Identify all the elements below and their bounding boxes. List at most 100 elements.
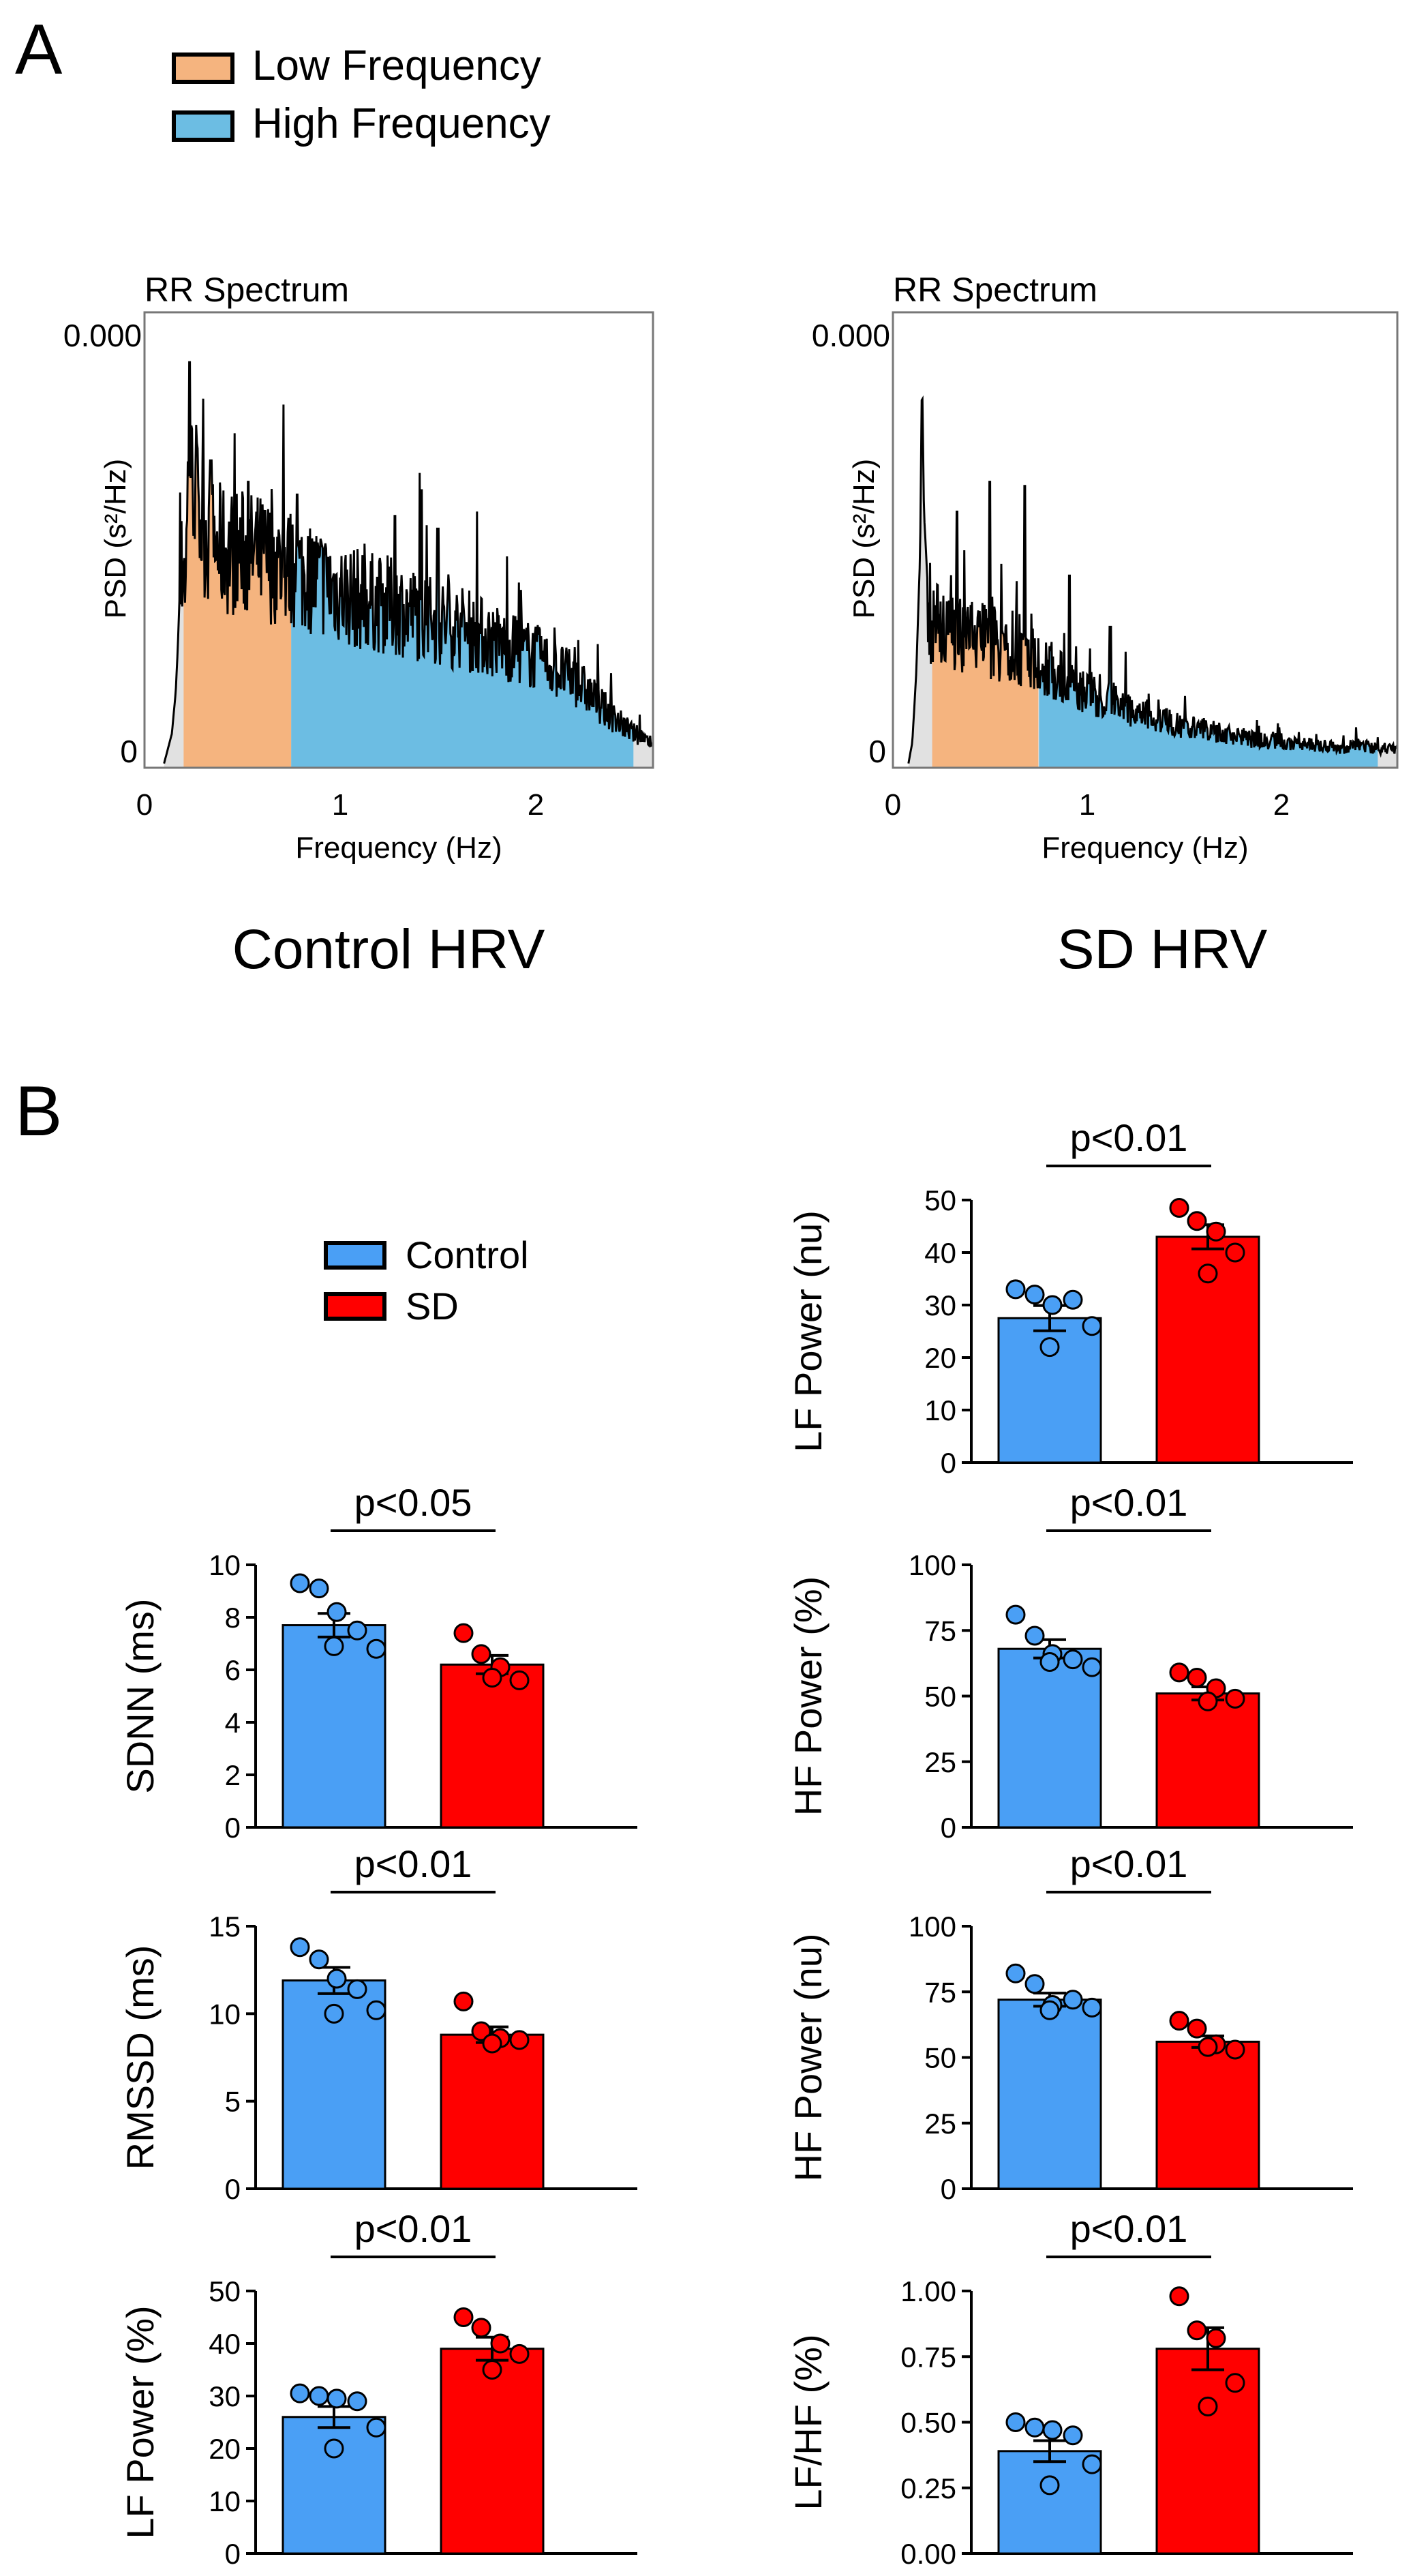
p-value-label: p<0.01 [1070,1116,1188,1159]
y-tick-label: 6 [225,1654,241,1686]
y-tick-label: 10 [209,1998,241,2030]
plot-frame [892,311,1399,769]
bar-control [282,2416,386,2555]
bar-chart-sdnn: 0 2 4 6 8 10 SDNN (ms) p<0.05 [119,1481,637,1844]
legend-label-hf: High Frequency [252,100,551,147]
bar-chart-lf-power-nu: 0 10 20 30 40 50 LF Power (nu) p<0.01 [787,1116,1353,1479]
data-point-control [1024,2417,1045,2438]
data-point-control [1024,1974,1045,1994]
y-tick-label: 30 [209,2380,241,2412]
data-point-control [1039,2475,1060,2496]
data-point-control [326,2388,347,2409]
data-point-sd [1169,1198,1189,1218]
panel-b-label: B [15,1072,62,1151]
y-tick-label: 100 [909,1549,956,1581]
lf-band-fill [932,481,1039,768]
data-point-sd [509,2343,530,2364]
data-point-control [326,1602,347,1622]
data-point-control [366,2417,386,2438]
data-point-sd [1169,1662,1189,1683]
data-point-control [366,2000,386,2020]
x-axis-label: Frequency (Hz) [1042,831,1248,865]
legend-label-lf: Low Frequency [252,42,541,89]
data-point-sd [1225,1688,1245,1709]
bar-sd [440,2033,545,2190]
y-tick-zero: 0 [120,734,138,769]
data-point-control [1005,1604,1026,1625]
y-tick-label: 0.25 [900,2472,956,2504]
x-tick-2: 2 [1273,788,1290,822]
spectrum-title: RR Spectrum [893,271,1097,309]
data-point-sd [1225,1242,1245,1263]
panel-a-label: A [15,10,63,89]
y-tick-label: 0 [941,1447,956,1479]
data-point-control [347,2391,367,2412]
data-point-control [1082,1316,1102,1336]
y-tick-label: 20 [924,1342,956,1374]
y-tick-label: 0 [225,2173,241,2205]
data-point-control [347,1979,367,1999]
hf-band-fill [1039,575,1378,768]
y-tick-label: 0.00 [900,2538,956,2570]
data-point-control [1063,1990,1083,2010]
y-tick-label: 20 [209,2433,241,2465]
data-point-control [1082,2454,1102,2474]
p-value-label: p<0.01 [354,2207,472,2250]
data-point-sd [482,1668,502,1688]
y-tick-label: 50 [924,2042,956,2074]
y-tick-label: 75 [924,1615,956,1647]
spectrum-line [907,395,1399,764]
spectrum-caption: SD HRV [1057,918,1268,980]
y-tick-label: 10 [209,1549,241,1581]
data-point-sd [453,1991,474,2011]
data-point-control [309,1949,329,1970]
y-tick-label: 0.50 [900,2407,956,2439]
data-point-sd [1198,1263,1218,1284]
data-point-sd [490,2333,511,2354]
x-tick-1: 1 [332,788,348,822]
data-point-sd [1225,2039,1245,2060]
data-point-control [309,1578,329,1599]
y-tick-label: 25 [924,1746,956,1778]
data-point-sd [1187,2018,1207,2039]
data-point-control [1039,1651,1060,1672]
y-tick-label: 40 [209,2328,241,2360]
data-point-sd [453,2307,474,2327]
data-point-sd [482,2033,502,2054]
data-point-sd [1225,2373,1245,2393]
x-tick-1: 1 [1079,788,1095,822]
data-point-control [290,1937,310,1958]
legend-swatch-lf [172,53,234,84]
bar-chart-lf-power-pct: 0 10 20 30 40 50 LF Power (%) p<0.01 [119,2207,637,2570]
data-point-control [1063,2425,1083,2446]
y-tick-label: 10 [924,1394,956,1426]
data-point-sd [1198,2037,1218,2057]
bar-control [997,1998,1102,2190]
y-tick-label: 0 [941,2173,956,2205]
data-point-control [290,1573,310,1593]
data-point-control [347,1620,367,1641]
data-point-sd [1206,1221,1226,1242]
spectrum-chart-control: RR Spectrum 0.000 0 0 1 2 Frequency (Hz)… [63,271,654,980]
data-point-sd [1187,1211,1207,1231]
data-point-control [326,1968,347,1989]
bar-chart-rmssd: 0 5 10 15 RMSSD (ms) p<0.01 [119,1842,637,2205]
bar-control [997,1647,1102,1829]
legend-label-sd: SD [406,1285,459,1328]
data-point-control [1024,1285,1045,1305]
panel-b-legend: Control SD [324,1233,529,1328]
legend-swatch-control [324,1241,386,1270]
y-axis-label: PSD (s²/Hz) [99,459,132,619]
y-axis-label: HF Power (%) [787,1576,830,1816]
y-tick-label: 15 [209,1911,241,1943]
bar-sd [440,1663,545,1829]
data-point-control [1063,1289,1083,1310]
data-point-control [1005,1279,1026,1300]
data-point-control [1042,2420,1063,2440]
y-tick-label: 50 [209,2275,241,2307]
data-point-control [1039,1337,1060,1358]
data-point-sd [1206,2328,1226,2348]
p-value-label: p<0.05 [354,1481,472,1524]
bar-chart-lf-hf-ratio: 0.00 0.25 0.50 0.75 1.00 LF/HF (%) p<0.01 [787,2207,1353,2570]
